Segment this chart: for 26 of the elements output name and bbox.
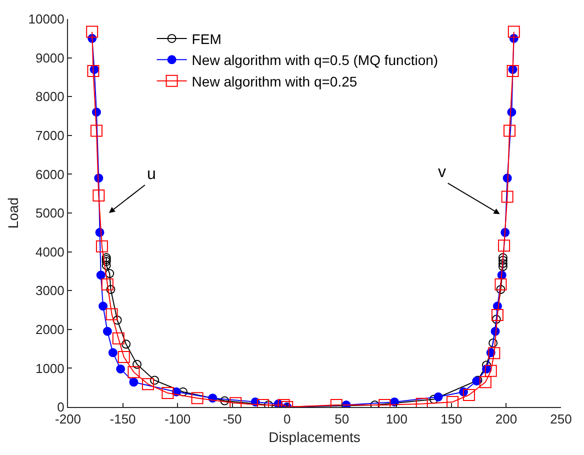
x-tick-label: 100 (386, 412, 408, 427)
x-tick-label: 200 (495, 412, 518, 427)
y-tick-label: 5000 (35, 206, 64, 221)
y-tick-label: 1000 (35, 360, 64, 376)
legend-label: New algorithm with q=0.25 (192, 73, 358, 90)
y-tick-label: 2000 (35, 322, 64, 337)
y-tick-label: 8000 (35, 89, 64, 104)
x-tick-label: 250 (550, 412, 572, 427)
y-axis-title: Load (4, 197, 21, 229)
x-tick-label: -50 (222, 412, 242, 427)
x-axis-title: Displacements (268, 428, 360, 445)
legend-label: New algorithm with q=0.5 (MQ function) (192, 52, 438, 68)
x-tick-label: -100 (164, 412, 191, 427)
y-tick-label: 10000 (28, 12, 64, 27)
y-tick-label: 4000 (35, 244, 64, 260)
x-tick-label: 50 (334, 412, 350, 427)
y-tick-label: 9000 (35, 50, 64, 66)
annotation: v (438, 164, 446, 181)
y-tick-label: 6000 (35, 166, 64, 182)
legend-label: FEM (192, 30, 222, 47)
x-tick-label: -150 (110, 412, 136, 427)
x-tick-label: 150 (440, 412, 462, 427)
annotation: u (147, 166, 156, 183)
x-tick-label: 0 (283, 412, 291, 427)
y-tick-label: 3000 (35, 283, 64, 298)
y-tick-label: 7000 (35, 128, 64, 143)
